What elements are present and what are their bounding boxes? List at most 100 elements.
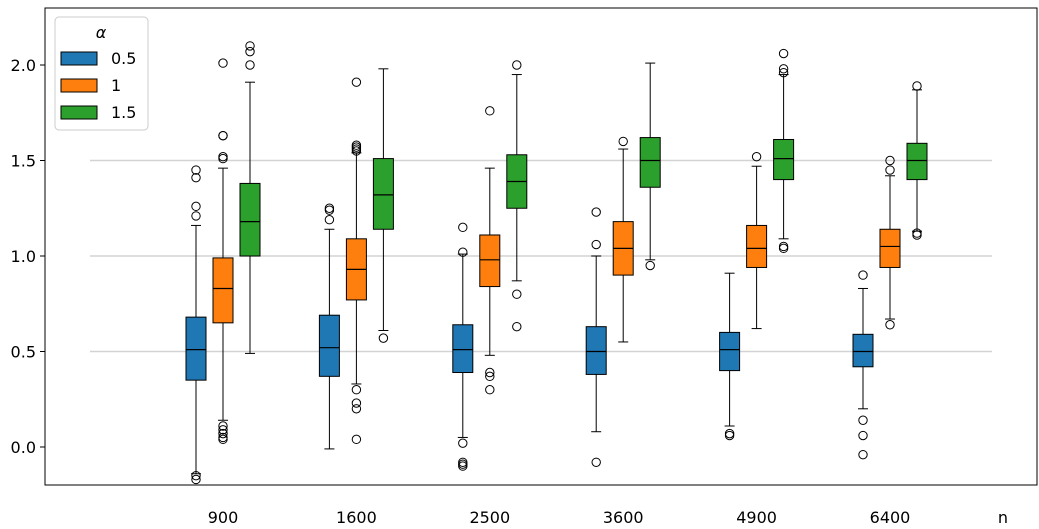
- box-iqr: [879, 228, 901, 268]
- outlier-point: [512, 289, 522, 299]
- outlier-point: [218, 151, 228, 162]
- box-iqr: [746, 224, 768, 268]
- outlier-point: [858, 449, 868, 460]
- box-6400-alpha-1.5: [906, 81, 928, 240]
- box-2500-alpha-1.5: [506, 60, 528, 332]
- outlier-point: [324, 215, 335, 225]
- outlier-point: [218, 130, 228, 141]
- outlier-point: [351, 385, 362, 395]
- box-6400-alpha-0.5: [852, 270, 874, 460]
- box-2500-alpha-0.5: [452, 222, 474, 471]
- outlier-point: [245, 41, 255, 51]
- outlier-point: [618, 136, 628, 147]
- outlier-point: [885, 320, 895, 330]
- x-category-label: 2500: [469, 508, 510, 527]
- outlier-point: [245, 46, 255, 57]
- outlier-point: [645, 260, 655, 271]
- box-6400-alpha-1: [879, 155, 901, 330]
- outlier-point: [351, 146, 362, 156]
- y-axis: 0.0 0.5 1.0 1.5 2.0: [11, 56, 45, 457]
- outlier-point: [724, 430, 735, 441]
- outlier-point: [512, 321, 522, 332]
- box-iqr: [906, 142, 928, 181]
- outlier-point: [485, 106, 495, 116]
- outlier-point: [191, 470, 201, 481]
- outlier-point: [912, 230, 922, 240]
- legend-label: 0.5: [111, 49, 136, 68]
- box-3600-alpha-1: [612, 136, 634, 343]
- legend-swatch: [60, 105, 98, 120]
- outlier-point: [885, 165, 895, 175]
- outlier-point: [218, 428, 228, 439]
- y-tick-label: 1.5: [11, 152, 36, 171]
- box-iqr: [773, 138, 795, 181]
- x-axis-label: n: [998, 508, 1008, 527]
- box-iqr: [479, 234, 501, 288]
- x-category-label: 900: [208, 508, 239, 527]
- x-category-label: 3600: [603, 508, 644, 527]
- outlier-point: [218, 421, 228, 431]
- outlier-point: [591, 457, 601, 467]
- outlier-point: [591, 207, 601, 217]
- outlier-point: [485, 367, 495, 378]
- x-category-label: 6400: [870, 508, 911, 527]
- outlier-point: [485, 385, 495, 395]
- legend-label: 1: [111, 76, 121, 95]
- outlier-point: [858, 415, 868, 425]
- outlier-point: [245, 60, 255, 70]
- plot-frame: [44, 7, 1038, 486]
- outlier-point: [458, 461, 468, 471]
- outlier-point: [458, 438, 468, 448]
- outlier-point: [351, 434, 362, 445]
- outlier-point: [191, 172, 201, 183]
- box-groups: [185, 41, 928, 485]
- outlier-point: [778, 48, 789, 59]
- outlier-point: [218, 425, 228, 435]
- outlier-point: [751, 151, 762, 162]
- outlier-point: [351, 404, 362, 414]
- outlier-point: [191, 211, 201, 221]
- box-900-alpha-1.5: [239, 41, 261, 354]
- outlier-point: [458, 459, 468, 469]
- x-category-label: 1600: [336, 508, 377, 527]
- outlier-point: [591, 239, 601, 250]
- box-iqr: [185, 316, 207, 381]
- outlier-point: [351, 398, 362, 408]
- outlier-point: [778, 241, 789, 252]
- outlier-point: [778, 64, 789, 74]
- outlier-point: [858, 430, 868, 441]
- box-4900-alpha-1.5: [773, 48, 795, 254]
- y-tick-label: 0.5: [11, 343, 36, 362]
- box-iqr: [852, 333, 874, 368]
- y-tick-label: 2.0: [11, 56, 36, 75]
- box-1600-alpha-1: [345, 77, 367, 445]
- y-tick-label: 0.0: [11, 438, 36, 457]
- box-iqr: [239, 182, 261, 257]
- outlier-point: [778, 67, 789, 78]
- legend-frame: [54, 16, 149, 131]
- box-2500-alpha-1: [479, 106, 501, 395]
- outlier-point: [191, 201, 201, 212]
- outlier-point: [324, 205, 335, 215]
- outlier-point: [191, 165, 201, 175]
- box-3600-alpha-1.5: [639, 62, 661, 271]
- box-iqr: [639, 137, 661, 188]
- box-900-alpha-1: [212, 58, 234, 445]
- legend-swatch: [60, 78, 98, 93]
- box-3600-alpha-0.5: [585, 207, 607, 467]
- box-4900-alpha-0.5: [719, 272, 741, 441]
- outlier-point: [912, 81, 922, 91]
- outlier-point: [378, 333, 389, 343]
- box-900-alpha-0.5: [185, 165, 207, 485]
- x-category-label: 4900: [736, 508, 777, 527]
- x-axis: 900 1600 2500 3600 4900 6400 n: [208, 508, 1008, 527]
- outlier-point: [458, 222, 468, 233]
- box-1600-alpha-0.5: [318, 203, 340, 450]
- box-iqr: [719, 331, 741, 372]
- box-1600-alpha-1.5: [372, 68, 394, 343]
- outlier-point: [218, 434, 228, 445]
- outlier-point: [885, 155, 895, 166]
- outlier-point: [512, 60, 522, 70]
- outlier-point: [858, 270, 868, 280]
